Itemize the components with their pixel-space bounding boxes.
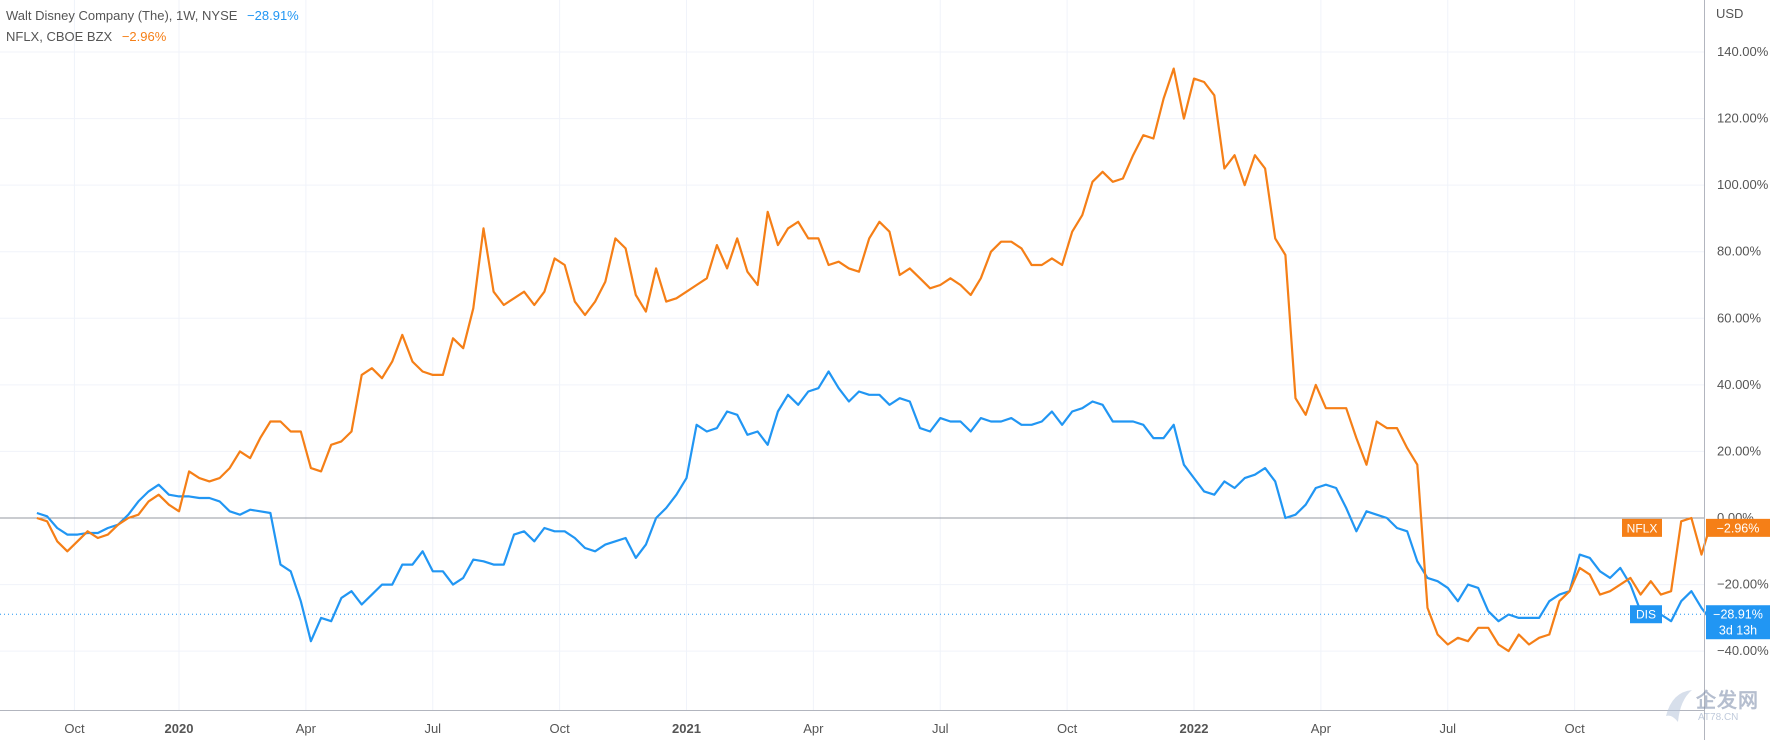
price-tag-name-text-dis: DIS: [1636, 608, 1656, 622]
series-line-dis[interactable]: [36, 370, 1733, 643]
price-tag-countdown-dis: 3d 13h: [1719, 624, 1757, 638]
watermark-logo-icon: [1666, 690, 1692, 722]
series-line-nflx[interactable]: [36, 67, 1733, 653]
x-tick-label: Oct: [64, 721, 85, 736]
y-tick-label: 20.00%: [1717, 443, 1762, 458]
legend-dis-name: Walt Disney Company (The), 1W, NYSE: [6, 8, 238, 23]
y-tick-label: 120.00%: [1717, 111, 1769, 126]
x-tick-label: 2022: [1180, 721, 1209, 736]
legend-dis-change: −28.91%: [247, 8, 299, 23]
price-tag-name-text-nflx: NFLX: [1627, 521, 1658, 535]
x-tick-label: Apr: [296, 721, 317, 736]
price-tag-layer: DIS −28.91% 3d 13h NFLX −2.96%: [1622, 518, 1770, 640]
currency-label: USD: [1716, 6, 1744, 21]
grid-layer: [0, 0, 1704, 710]
x-tick-label: Oct: [1057, 721, 1078, 736]
x-tick-label: Jul: [1439, 721, 1456, 736]
y-tick-label: 60.00%: [1717, 310, 1762, 325]
price-tag-value-text-dis: −28.91%: [1713, 608, 1763, 622]
price-tag-name-dis: [1630, 605, 1662, 624]
legend-entry-nflx[interactable]: NFLX, CBOE BZX −2.96%: [6, 29, 166, 44]
price-tag-name-nflx: [1622, 518, 1662, 537]
y-tick-label: 140.00%: [1717, 44, 1769, 59]
series-layer[interactable]: [36, 67, 1733, 653]
x-tick-label: Oct: [1565, 721, 1586, 736]
x-tick-label: Oct: [550, 721, 571, 736]
watermark-subtext: AT78.CN: [1698, 712, 1739, 723]
y-tick-label: 40.00%: [1717, 377, 1762, 392]
legend-nflx-name: NFLX, CBOE BZX: [6, 29, 113, 44]
x-tick-label: Apr: [1311, 721, 1332, 736]
y-tick-label: 80.00%: [1717, 244, 1762, 259]
x-tick-label: Jul: [424, 721, 441, 736]
zero-line-layer: [0, 517, 1704, 615]
x-tick-label: Apr: [803, 721, 824, 736]
x-tick-label: 2021: [672, 721, 701, 736]
y-tick-label: −20.00%: [1717, 577, 1769, 592]
y-tick-label: −40.00%: [1717, 643, 1769, 658]
price-tag-value-dis: [1706, 605, 1770, 640]
price-tag-value-text-nflx: −2.96%: [1717, 521, 1760, 535]
watermark-text: 企发网: [1696, 690, 1759, 712]
x-tick-label: Jul: [932, 721, 949, 736]
x-tick-label: 2020: [165, 721, 194, 736]
y-tick-label: 100.00%: [1717, 177, 1769, 192]
legend-entry-dis[interactable]: Walt Disney Company (The), 1W, NYSE −28.…: [6, 8, 299, 23]
watermark: 企发网 AT78.CN: [1660, 682, 1772, 734]
price-tag-value-nflx: [1706, 518, 1770, 537]
legend-nflx-change: −2.96%: [121, 29, 167, 44]
